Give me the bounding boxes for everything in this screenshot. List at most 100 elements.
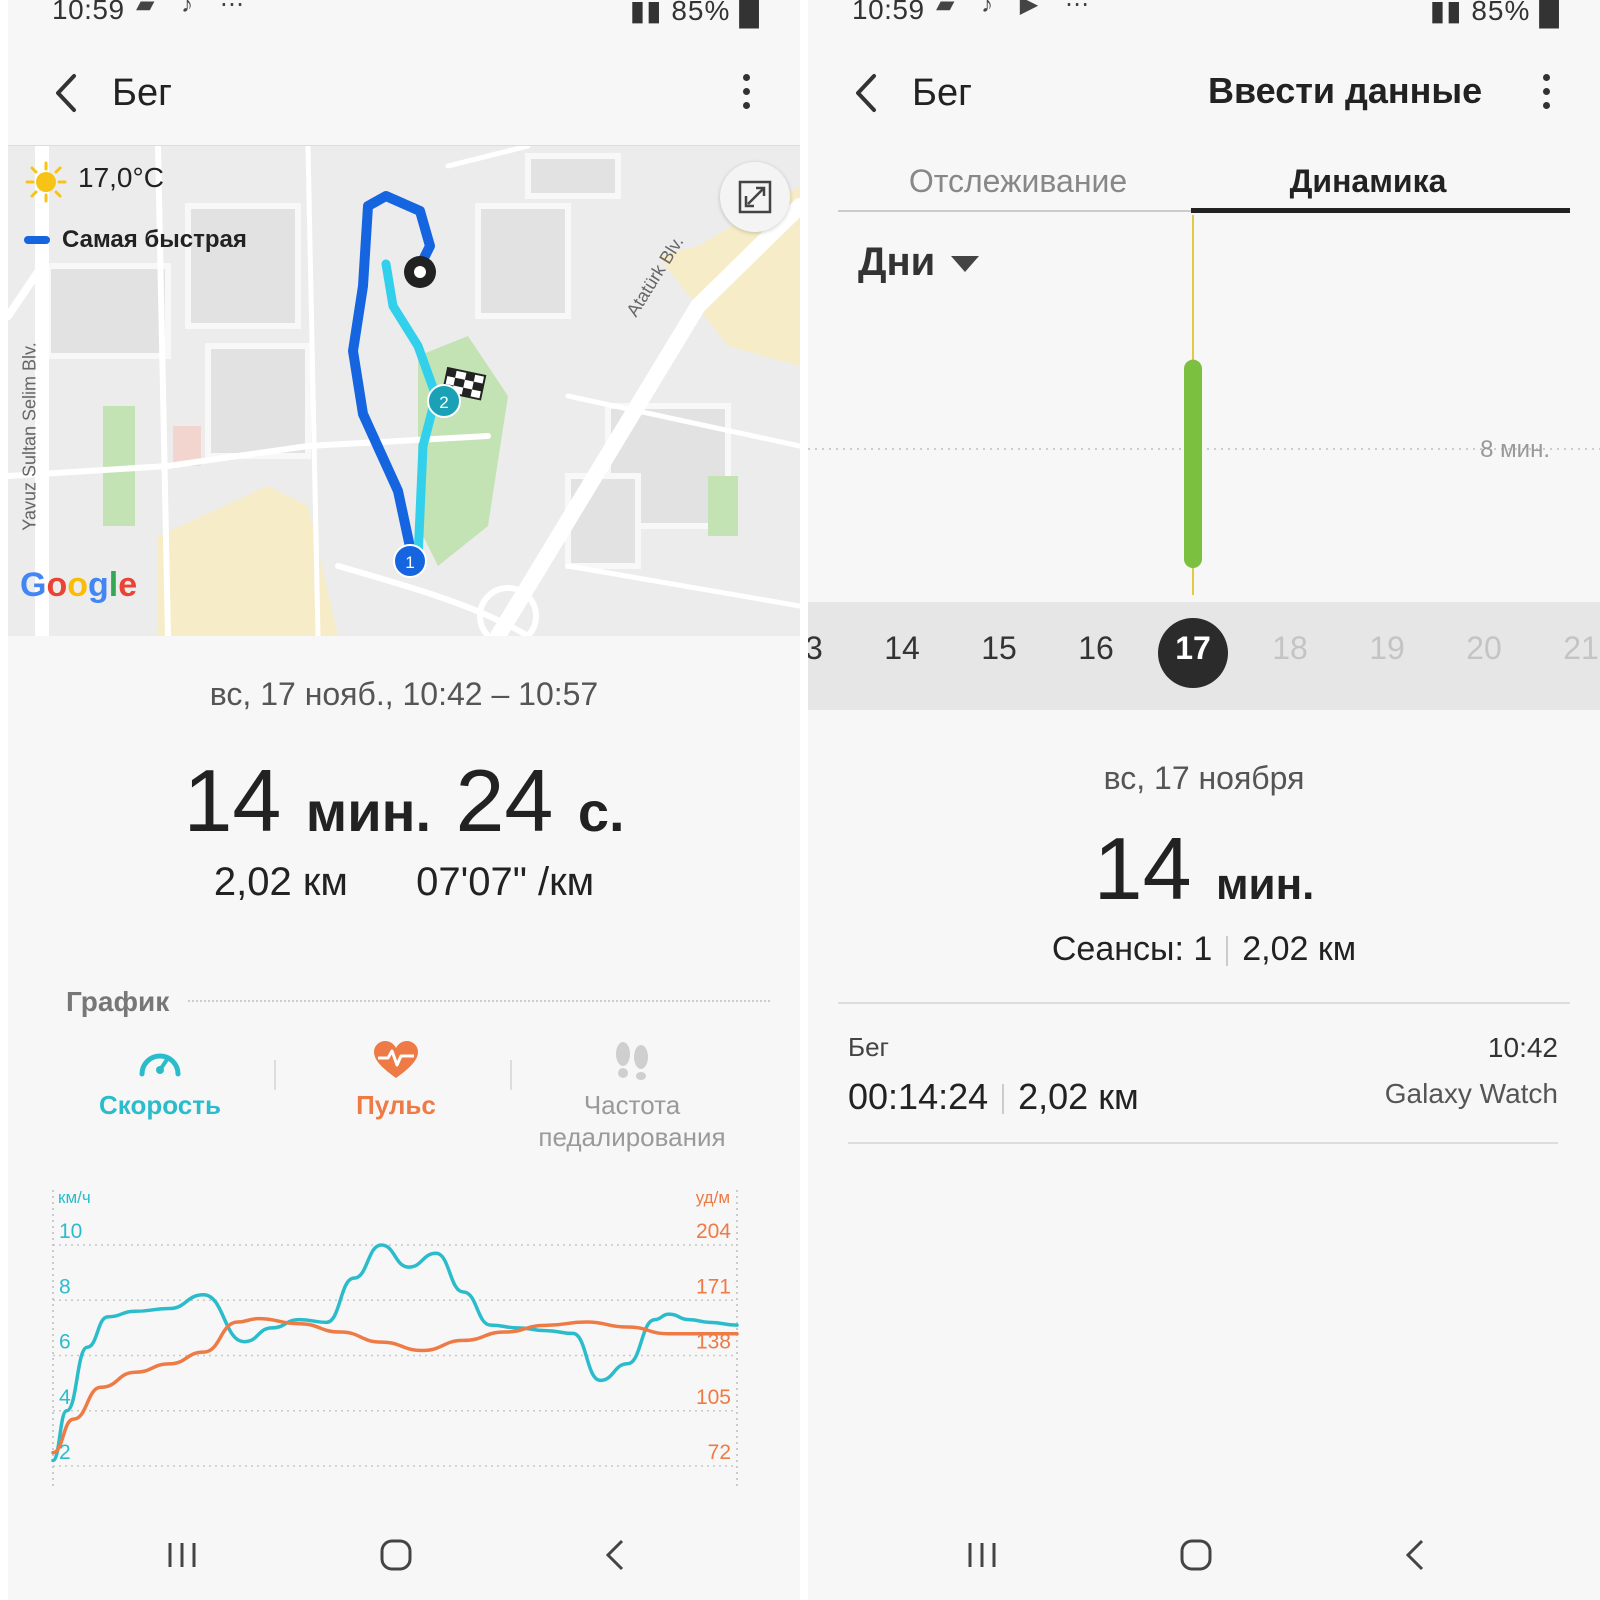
- temperature: 17,0°C: [78, 162, 164, 193]
- notification-icons: ▰ ♪ ⋯: [136, 0, 254, 18]
- record-device: Galaxy Watch: [1384, 1078, 1558, 1109]
- workout-detail-screen: 10:59 ▰ ♪ ⋯ ▮▮ 85% █ Бег: [8, 0, 800, 1600]
- right-tick-label: 171: [696, 1275, 731, 1298]
- status-time: 10:59: [52, 0, 125, 25]
- period-selector[interactable]: Дни: [858, 240, 980, 285]
- record-separator: [1002, 1084, 1005, 1115]
- expand-icon: [738, 180, 772, 214]
- sun-icon: [25, 161, 67, 203]
- expand-map-button[interactable]: [720, 162, 790, 232]
- record-distance: 2,02 км: [1018, 1076, 1139, 1117]
- tab-dynamics[interactable]: Динамика: [1289, 163, 1447, 199]
- left-tick-label: 8: [59, 1275, 71, 1298]
- day-18[interactable]: 18: [1272, 630, 1308, 666]
- right-axis-unit: уд/м: [696, 1190, 730, 1207]
- system-back-button[interactable]: [598, 1537, 634, 1573]
- right-tick-label: 138: [696, 1331, 731, 1354]
- day-13[interactable]: 13: [808, 630, 823, 666]
- duration-min-unit: мин.: [305, 780, 432, 843]
- day-21[interactable]: 21: [1563, 630, 1599, 666]
- day-14[interactable]: 14: [884, 630, 920, 666]
- workout-record[interactable]: Бег 00:14:24 2,02 км 10:42 Galaxy Watch: [848, 1030, 1558, 1142]
- pulse-line: [51, 1316, 739, 1455]
- duration-minutes: 14: [183, 751, 282, 850]
- date-strip[interactable]: 13 14 15 16 17 18 19 20 21: [808, 602, 1600, 710]
- session-date: вс, 17 нояб., 10:42 – 10:57: [209, 676, 599, 712]
- fastest-legend: Самая быстрая: [24, 226, 247, 254]
- back-button-right[interactable]: [848, 68, 888, 118]
- status-right-group: ▮▮ 85% █: [1430, 0, 1560, 27]
- chevron-left-icon: [856, 74, 876, 112]
- dropdown-arrow-icon: [951, 256, 980, 273]
- system-back-button-right[interactable]: [1398, 1537, 1434, 1573]
- distance-pace: 2,02 км 07'07" /км: [8, 860, 800, 905]
- tab-tracking[interactable]: Отслеживание: [908, 163, 1128, 199]
- notification-icons-right: ▰ ♪ ▶ ⋯: [936, 0, 1099, 18]
- summary-duration-value: 14: [1093, 819, 1192, 918]
- record-time: 10:42: [1487, 1032, 1558, 1063]
- section-divider: [188, 1000, 770, 1002]
- home-button[interactable]: [378, 1537, 414, 1573]
- day-16[interactable]: 16: [1078, 630, 1114, 666]
- lap-marker-1-label: 1: [405, 553, 414, 572]
- period-label: Дни: [858, 240, 936, 284]
- day-19[interactable]: 19: [1369, 630, 1405, 666]
- status-bar: 10:59 ▰ ♪ ⋯ ▮▮ 85% █: [8, 0, 800, 34]
- right-tick-label: 105: [696, 1386, 731, 1409]
- summary-divider: [838, 1002, 1570, 1004]
- fastest-route: [348, 191, 435, 566]
- left-tick-label: 6: [59, 1331, 71, 1354]
- day-20[interactable]: 20: [1466, 630, 1502, 666]
- more-options-button-right[interactable]: [1536, 70, 1556, 116]
- battery-level: 85%: [671, 0, 731, 26]
- route-map[interactable]: 2 1 17,0°C Самая быстрая: [8, 145, 800, 636]
- day-bar: [1184, 359, 1202, 568]
- session-distance: 2,02 км: [213, 860, 348, 904]
- app-bar: Бег: [8, 50, 800, 140]
- reference-label: 8 мин.: [1480, 436, 1550, 463]
- status-time-right: 10:59: [852, 0, 925, 25]
- fastest-label: Самая быстрая: [62, 226, 247, 253]
- fastest-swatch: [24, 236, 50, 244]
- chevron-left-icon: [56, 74, 76, 112]
- enter-data-button[interactable]: Ввести данные: [1208, 70, 1483, 111]
- left-tick-label: 2: [59, 1441, 71, 1464]
- footprints-icon: [616, 1042, 648, 1080]
- battery-level-right: 85%: [1471, 0, 1531, 26]
- left-tick-label: 10: [59, 1220, 82, 1243]
- record-type: Бег: [848, 1032, 890, 1062]
- session-duration: 14 мин. 24 с.: [8, 750, 800, 852]
- lap-marker-2-label: 2: [439, 393, 448, 412]
- summary-separator: [1226, 936, 1229, 967]
- duration-sec-unit: с.: [577, 780, 625, 843]
- summary-date: вс, 17 ноября: [1103, 760, 1305, 796]
- left-axis-unit: км/ч: [58, 1190, 91, 1207]
- duration-seconds: 24: [455, 751, 554, 850]
- right-tick-label: 204: [696, 1220, 731, 1243]
- system-nav-bar-right: [808, 1525, 1600, 1595]
- tab-pulse-label: Пульс: [356, 1090, 436, 1120]
- status-right: ▮▮ 85% █: [630, 0, 760, 27]
- tab-cadence[interactable]: Частота педалирования: [512, 1040, 752, 1153]
- page-title: Бег: [112, 72, 172, 114]
- summary-distance: 2,02 км: [1242, 930, 1357, 968]
- more-options-button[interactable]: [736, 70, 756, 116]
- tab-active-indicator: [1191, 208, 1570, 213]
- tab-speed[interactable]: Скорость: [40, 1040, 280, 1121]
- dynamics-chart: 8 мин.: [808, 215, 1600, 595]
- right-tick-label: 72: [708, 1441, 731, 1464]
- recent-apps-button[interactable]: [164, 1537, 200, 1573]
- page-title-right: Бег: [912, 72, 972, 114]
- run-route: [381, 259, 441, 563]
- home-button-right[interactable]: [1178, 1537, 1214, 1573]
- signal-icon-right: ▮▮: [1429, 0, 1463, 26]
- record-stats: 00:14:24 2,02 км: [848, 1076, 1139, 1118]
- recent-apps-button-right[interactable]: [964, 1537, 1000, 1573]
- back-button[interactable]: [48, 68, 88, 118]
- day-15[interactable]: 15: [981, 630, 1017, 666]
- tab-pulse[interactable]: Пульс: [276, 1040, 516, 1121]
- day-17[interactable]: 17: [1175, 630, 1211, 666]
- speed-pulse-chart[interactable]: км/ч уд/м 10 204 8 171 6 138 4 105 2 72: [8, 1190, 800, 1520]
- status-bar-right: 10:59 ▰ ♪ ▶ ⋯ ▮▮ 85% █: [808, 0, 1600, 34]
- lap-marker-2: [427, 384, 461, 418]
